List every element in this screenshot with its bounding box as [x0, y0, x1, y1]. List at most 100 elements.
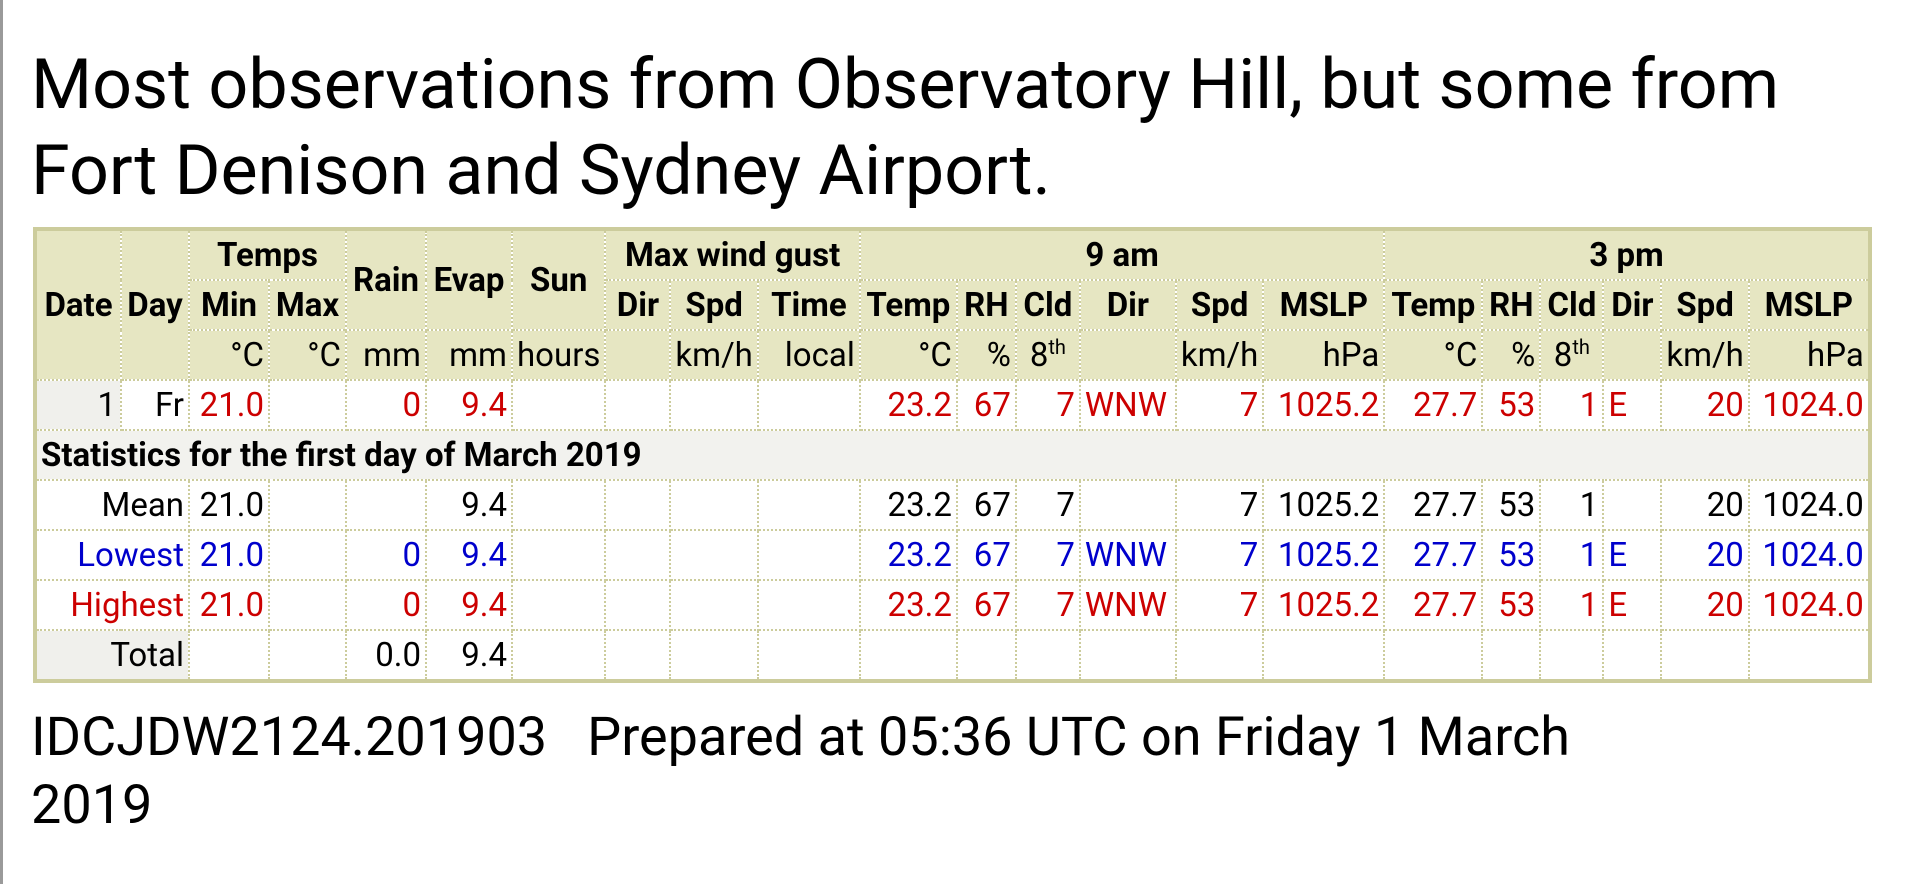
data-cell: 0	[345, 379, 427, 431]
statistics-cell: 27.7	[1383, 479, 1484, 531]
statistics-cell: E	[1602, 529, 1663, 581]
data-cell: 1025.2	[1262, 379, 1386, 431]
header-row: Min Max Dir Spd Time Temp RH Cld Dir Spd MSLP Temp R…	[35, 279, 1871, 331]
group-header: Sun	[510, 228, 607, 331]
units-row: °C °C mm mm hours km/h local °C% 8th km/h hPa °C% 8t…	[35, 329, 1871, 381]
unit-header: °C	[268, 329, 347, 381]
empty-cell	[756, 529, 861, 581]
product-code: IDCJDW2124.201903	[31, 706, 548, 769]
statistics-cell: 9.4	[425, 629, 513, 682]
empty-cell	[1602, 629, 1663, 682]
statistics-row: Total 0.0 9.4	[34, 629, 1871, 682]
statistics-cell: 20	[1660, 529, 1750, 581]
empty-cell	[1747, 629, 1871, 682]
unit-superscript: th	[1572, 335, 1590, 359]
group-header: Rain	[345, 228, 427, 331]
prepared-note: Prepared at 05:36 UTC on Friday 1 March …	[31, 706, 1571, 837]
statistics-cell: 20	[1660, 579, 1750, 631]
statistics-cell: E	[1602, 579, 1663, 631]
empty-cell	[1078, 479, 1177, 531]
unit-header: mm	[345, 329, 427, 381]
statistics-cell: 1024.0	[1747, 479, 1871, 531]
data-cell: 1	[34, 379, 122, 431]
footer: IDCJDW2124.201903 Prepared at 05:36 UTC o…	[31, 704, 1591, 840]
data-cell: WNW	[1078, 379, 1177, 431]
data-cell: 1	[1539, 379, 1605, 431]
group-header: Evap	[425, 228, 513, 331]
column-header: RH	[1481, 279, 1542, 331]
empty-cell	[669, 379, 759, 431]
column-header: Spd	[1660, 279, 1750, 331]
group-header: Temps	[188, 228, 347, 281]
column-header: Dir	[1078, 279, 1177, 331]
unit-header: °C	[188, 329, 270, 381]
empty-cell	[858, 629, 958, 682]
empty-cell	[1481, 629, 1542, 682]
group-header: 3 pm	[1383, 228, 1871, 281]
observations-table: Date Day Temps Rain Evap Sun Max wind gust 9 am…	[33, 227, 1872, 683]
column-header: Cld	[1539, 279, 1605, 331]
statistics-label: Mean	[34, 479, 190, 531]
statistics-row: Highest 21.0 0 9.4 23.2 67 7 WNW 7 1025.2 27.7 53 1 E…	[34, 579, 1871, 631]
unit-header: hours	[510, 329, 607, 381]
empty-cell	[1602, 479, 1663, 531]
statistics-cell: 23.2	[858, 579, 958, 631]
data-cell: 7	[1174, 379, 1265, 431]
empty-cell	[345, 479, 427, 531]
statistics-cell: 53	[1481, 479, 1542, 531]
statistics-cell: 53	[1481, 579, 1542, 631]
unit-superscript: th	[1048, 335, 1066, 359]
data-cell: E	[1602, 379, 1663, 431]
column-header: Max	[268, 279, 347, 331]
statistics-cell: 23.2	[858, 529, 958, 581]
empty-cell	[510, 579, 607, 631]
empty-cell	[1262, 629, 1386, 682]
data-cell: 20	[1660, 379, 1750, 431]
statistics-cell: WNW	[1078, 529, 1177, 581]
empty-cell	[1383, 629, 1484, 682]
statistics-cell: 1025.2	[1262, 579, 1386, 631]
data-row: 1 Fr 21.0 0 9.4 23.2 67 7 WNW 7 1025.2 27.7 53 1 E 20 10…	[34, 379, 1871, 431]
data-cell: 67	[955, 379, 1017, 431]
empty-cell	[756, 579, 861, 631]
unit-header: hPa	[1747, 329, 1871, 381]
unit-header: mm	[425, 329, 513, 381]
empty-cell	[955, 629, 1017, 682]
statistics-cell: 20	[1660, 479, 1750, 531]
statistics-cell: 7	[1014, 479, 1081, 531]
empty-cell	[756, 479, 861, 531]
statistics-cell: 7	[1174, 579, 1265, 631]
column-header: RH	[955, 279, 1017, 331]
group-header: Day	[120, 228, 190, 381]
empty-cell	[268, 479, 347, 531]
empty-cell	[669, 629, 759, 682]
unit-header: km/h	[1660, 329, 1750, 381]
empty-cell	[604, 379, 672, 431]
data-cell: 7	[1014, 379, 1081, 431]
statistics-cell: 1	[1539, 579, 1605, 631]
unit-header: 8th	[1014, 329, 1081, 381]
empty-cell	[1078, 629, 1177, 682]
statistics-cell: 1025.2	[1262, 529, 1386, 581]
statistics-cell: 7	[1174, 529, 1265, 581]
statistics-cell: 53	[1481, 529, 1542, 581]
empty-cell	[1539, 629, 1605, 682]
unit-header: 8th	[1539, 329, 1605, 381]
statistics-cell: 0	[345, 529, 427, 581]
unit-header: %	[955, 329, 1017, 381]
empty-cell	[669, 529, 759, 581]
empty-cell	[1174, 629, 1265, 682]
statistics-label: Lowest	[34, 529, 190, 581]
empty-cell	[1602, 329, 1663, 381]
column-header: MSLP	[1262, 279, 1386, 331]
data-cell: 21.0	[188, 379, 270, 431]
empty-cell	[604, 529, 672, 581]
data-cell: 9.4	[425, 379, 513, 431]
empty-cell	[268, 579, 347, 631]
column-header: Spd	[1174, 279, 1265, 331]
data-cell: 53	[1481, 379, 1542, 431]
statistics-cell: 27.7	[1383, 529, 1484, 581]
statistics-cell: 1	[1539, 529, 1605, 581]
statistics-cell: 67	[955, 529, 1017, 581]
